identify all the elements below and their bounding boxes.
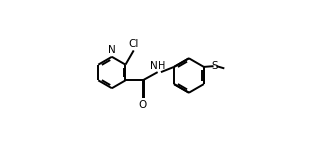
Text: N: N [108, 45, 116, 55]
Text: H: H [158, 61, 166, 71]
Text: Cl: Cl [129, 39, 139, 49]
Text: O: O [139, 100, 147, 110]
Text: N: N [150, 61, 158, 71]
Text: S: S [212, 61, 218, 71]
